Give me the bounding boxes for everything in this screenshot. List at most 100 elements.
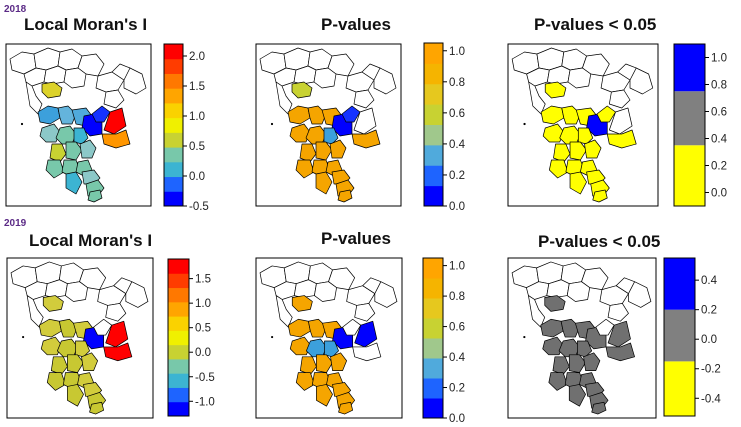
- district-region: [354, 303, 376, 322]
- legend-frame: [663, 257, 696, 417]
- legend-tick-label: -0.4: [701, 393, 721, 405]
- legend-color-step: [164, 147, 183, 163]
- legend-frame: [167, 258, 190, 417]
- legend-color-step: [424, 104, 443, 125]
- district-region: [569, 141, 587, 161]
- district-region: [592, 189, 608, 203]
- legend-tick-label: 0.8: [711, 80, 727, 92]
- legend-tick-label: -0.5: [195, 372, 215, 384]
- district-region: [374, 281, 398, 308]
- legend-tick-label: 0.4: [449, 139, 466, 151]
- district-region: [26, 295, 44, 328]
- district-region: [75, 340, 90, 358]
- district-region: [337, 189, 353, 203]
- legend-bin: [664, 258, 695, 310]
- map-point-marker: [271, 335, 274, 339]
- map-pvalues-2019: [259, 261, 398, 415]
- legend-significance-2018: 0.0 0.2 0.4 0.6 0.8 1.0: [673, 43, 728, 207]
- district-region: [316, 354, 333, 373]
- legend-tick-label: 0.5: [195, 323, 211, 335]
- map-significance-2019: [511, 261, 652, 415]
- legend-tick-label: 1.5: [195, 274, 211, 286]
- map-pvalues-2018: [259, 47, 397, 203]
- district-region: [57, 105, 77, 125]
- legend-color-step: [424, 165, 443, 187]
- district-region: [629, 67, 654, 95]
- legend-color-step: [423, 358, 443, 379]
- district-region: [65, 281, 88, 302]
- district-region: [91, 105, 111, 123]
- legend-tick-label: 0.0: [701, 334, 717, 346]
- legend-color-step: [168, 316, 189, 331]
- legend-tick-label: 0.0: [449, 413, 465, 425]
- district-region: [373, 67, 397, 95]
- legend-color-step: [168, 358, 189, 374]
- district-region: [89, 401, 105, 415]
- legend-tick-label: 0.2: [701, 305, 717, 317]
- legend-color-step: [168, 259, 189, 274]
- district-region: [566, 281, 591, 302]
- legend-tick-label: 1.0: [449, 261, 465, 273]
- legend-color-step: [168, 330, 189, 346]
- legend-tick-label: 0.0: [189, 171, 205, 183]
- legend-tick-label: -0.5: [189, 201, 209, 213]
- district-region: [341, 105, 361, 123]
- district-region: [553, 143, 571, 163]
- district-region: [289, 123, 311, 143]
- legend-color-step: [168, 344, 189, 360]
- district-region: [123, 67, 147, 95]
- legend-bin: [674, 44, 705, 92]
- district-region: [542, 336, 564, 356]
- legend-color-step: [164, 102, 183, 119]
- legend-color-step: [424, 144, 443, 166]
- legend-tick-label: 0.5: [189, 141, 205, 153]
- district-region: [50, 356, 68, 375]
- district-region: [607, 320, 631, 348]
- legend-tick-label: -1.0: [195, 396, 215, 408]
- legend-tick-label: 0.4: [449, 352, 466, 364]
- district-region: [542, 123, 565, 143]
- map-point-marker: [22, 335, 25, 339]
- legend-frame: [163, 43, 184, 207]
- panel-title-significance-2018: P-values < 0.05: [534, 15, 656, 34]
- district-region: [63, 67, 87, 89]
- district-region: [329, 139, 347, 159]
- map-point-marker: [270, 122, 274, 126]
- district-region: [577, 127, 594, 145]
- legend-color-step: [164, 58, 183, 74]
- legend-color-step: [168, 273, 189, 289]
- district-region: [65, 171, 83, 195]
- district-region: [49, 143, 67, 163]
- panel-title-pvalues-2018: P-values: [321, 15, 391, 34]
- district-region: [577, 340, 593, 358]
- legend-tick-label: 0.0: [711, 188, 727, 200]
- district-region: [330, 352, 347, 371]
- district-region: [103, 89, 125, 109]
- legend-color-step: [164, 73, 183, 89]
- district-region: [103, 107, 127, 135]
- district-region: [628, 281, 652, 308]
- legend-color-step: [423, 318, 443, 339]
- district-region: [561, 105, 581, 125]
- legend-color-step: [424, 185, 443, 207]
- district-region: [606, 129, 637, 149]
- legend-tick-label: 1.0: [189, 111, 205, 123]
- district-region: [605, 342, 635, 362]
- legend-color-step: [168, 301, 189, 317]
- legend-pvalues-2019: 0.0 0.2 0.4 0.6 0.8 1.0: [422, 257, 466, 425]
- legend-pvalues-2018: 0.0 0.2 0.4 0.6 0.8 1.0: [423, 42, 466, 213]
- legend-tick-label: 0.2: [449, 383, 465, 395]
- legend-color-step: [164, 44, 183, 60]
- district-region: [595, 318, 615, 336]
- legend-color-step: [423, 338, 443, 359]
- district-region: [275, 295, 293, 328]
- legend-color-step: [168, 373, 189, 388]
- district-region: [105, 320, 129, 348]
- legend-color-step: [168, 401, 189, 417]
- district-region: [568, 384, 586, 407]
- legend-tick-label: 1.0: [195, 298, 211, 310]
- panel-title-moran-2019: Local Moran's I: [29, 231, 152, 250]
- legend-color-step: [424, 43, 443, 64]
- legend-color-step: [423, 278, 443, 299]
